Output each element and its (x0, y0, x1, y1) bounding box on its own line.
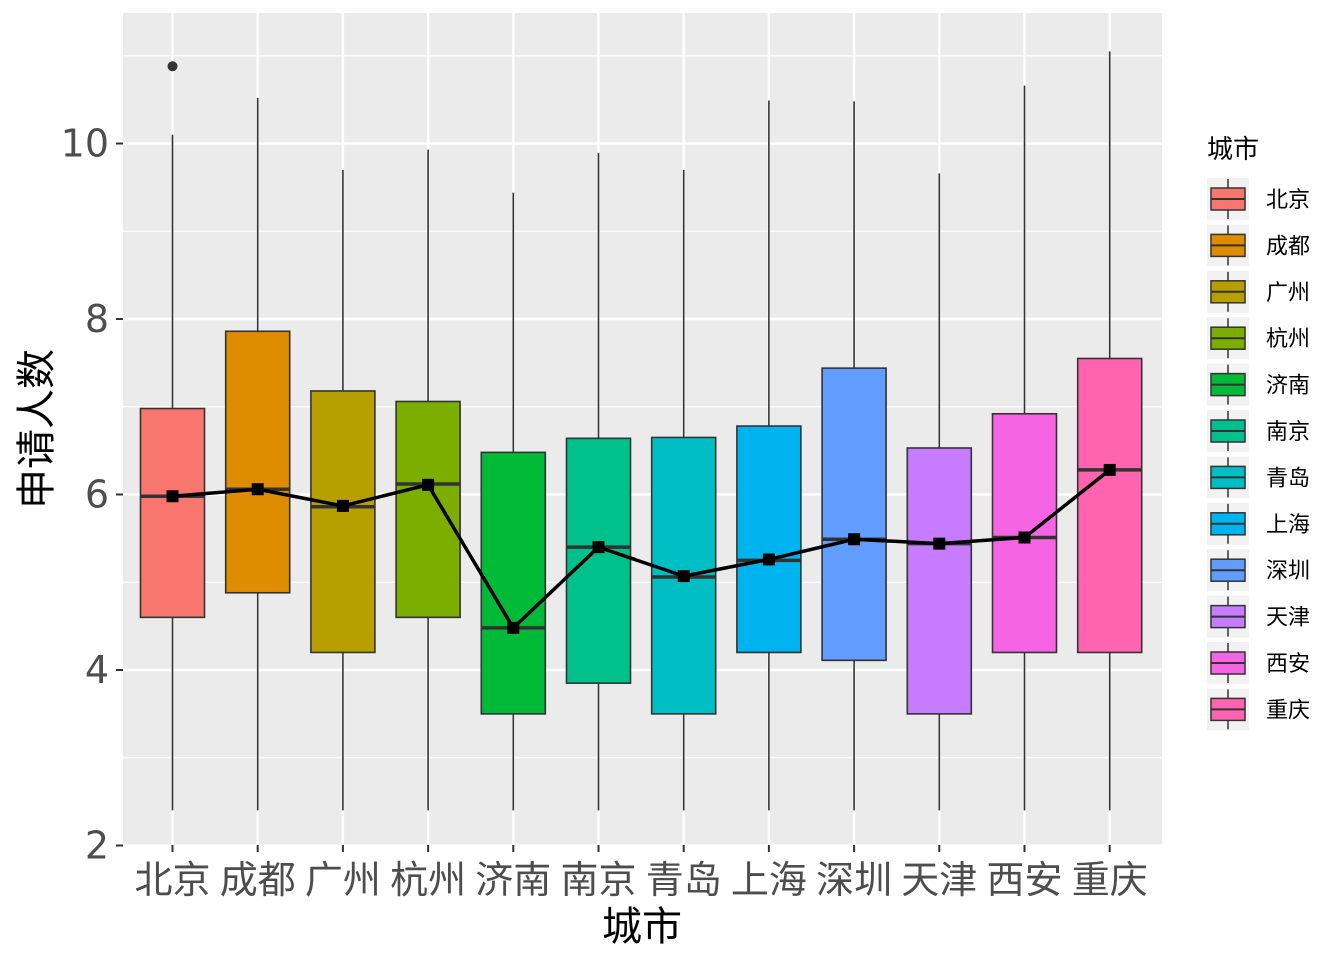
x-tick-label: 济南 (475, 858, 551, 902)
y-tick-label: 4 (85, 648, 109, 692)
mean-marker (933, 537, 946, 550)
box-body (1076, 357, 1143, 654)
x-axis-title: 城市 (602, 904, 682, 950)
x-tick-label: 重庆 (1072, 858, 1148, 902)
legend-label: 成都 (1266, 234, 1310, 259)
y-tick-label: 8 (85, 297, 109, 341)
legend-label: 深圳 (1266, 559, 1310, 584)
box-上海 (736, 100, 802, 811)
box-青岛 (650, 169, 717, 811)
legend-item-上海: 上海 (1207, 502, 1310, 545)
mean-marker (677, 570, 690, 583)
y-axis: 2 4 6 8 10 (61, 122, 123, 868)
legend-label: 南京 (1266, 420, 1310, 445)
mean-marker (507, 621, 520, 634)
mean-marker (422, 478, 435, 491)
box-深圳 (821, 101, 887, 811)
box-body (821, 367, 887, 662)
box-body (310, 390, 376, 654)
legend-item-南京: 南京 (1207, 410, 1310, 452)
y-tick-label: 6 (85, 473, 109, 517)
mean-marker (762, 553, 775, 566)
mean-marker (1018, 531, 1031, 544)
legend-item-成都: 成都 (1207, 224, 1310, 267)
legend-label: 广州 (1266, 281, 1310, 306)
box-济南 (480, 192, 547, 811)
box-body (906, 447, 973, 715)
mean-line (172, 468, 1111, 630)
legend-label: 济南 (1266, 374, 1310, 399)
y-axis-title: 申请人数 (14, 349, 60, 509)
box-广州 (310, 169, 376, 811)
legend-label: 杭州 (1266, 327, 1310, 352)
legend-item-杭州: 杭州 (1207, 317, 1310, 360)
x-tick-label: 广州 (305, 858, 381, 902)
x-tick-label: 北京 (134, 858, 210, 902)
mean-line-layer (166, 463, 1116, 634)
mean-marker (592, 541, 605, 554)
x-axis: 北京 成都 广州 杭州 济南 南京 青岛 上海 深圳 天津 西安 重庆 (134, 845, 1148, 902)
mean-marker (1103, 463, 1116, 476)
box-body (395, 400, 461, 619)
box-body (565, 437, 632, 684)
legend-title: 城市 (1207, 135, 1259, 165)
mean-marker (848, 533, 861, 546)
legend-item-北京: 北京 (1207, 178, 1310, 220)
mean-marker (251, 483, 264, 496)
box-重庆 (1076, 51, 1143, 811)
y-tick-label: 10 (61, 122, 109, 166)
box-body (139, 407, 206, 619)
x-tick-label: 天津 (901, 858, 977, 902)
outlier-point (167, 61, 178, 72)
legend-item-天津: 天津 (1207, 595, 1310, 638)
x-tick-label: 深圳 (816, 858, 892, 902)
box-天津 (906, 173, 973, 811)
plot-panel (123, 13, 1162, 845)
legend-item-济南: 济南 (1207, 363, 1310, 406)
legend-item-深圳: 深圳 (1207, 549, 1310, 592)
box-北京 (139, 61, 206, 811)
box-body (480, 451, 547, 715)
box-成都 (224, 97, 291, 811)
legend-label: 西安 (1266, 652, 1310, 677)
x-tick-label: 成都 (220, 858, 296, 902)
y-tick-label: 2 (85, 824, 109, 868)
legend-item-青岛: 青岛 (1207, 456, 1310, 499)
box-body (736, 425, 802, 654)
x-tick-label: 西安 (986, 858, 1062, 902)
legend-label: 北京 (1266, 188, 1310, 213)
legend-item-西安: 西安 (1207, 642, 1310, 684)
x-tick-label: 上海 (731, 858, 807, 902)
boxes-layer (139, 51, 1143, 811)
legend-item-广州: 广州 (1207, 270, 1310, 313)
box-body (224, 330, 291, 594)
minor-gridlines (123, 55, 1162, 759)
x-tick-label: 南京 (560, 858, 636, 902)
legend-label: 天津 (1266, 606, 1310, 631)
legend-label: 重庆 (1266, 698, 1310, 723)
x-tick-label: 杭州 (390, 858, 466, 902)
legend-label: 青岛 (1266, 466, 1310, 491)
mean-marker (166, 490, 179, 503)
legend-item-重庆: 重庆 (1207, 688, 1310, 731)
legend-label: 上海 (1266, 513, 1310, 538)
box-杭州 (395, 149, 461, 811)
mean-marker (336, 499, 349, 512)
x-tick-label: 青岛 (646, 858, 722, 902)
